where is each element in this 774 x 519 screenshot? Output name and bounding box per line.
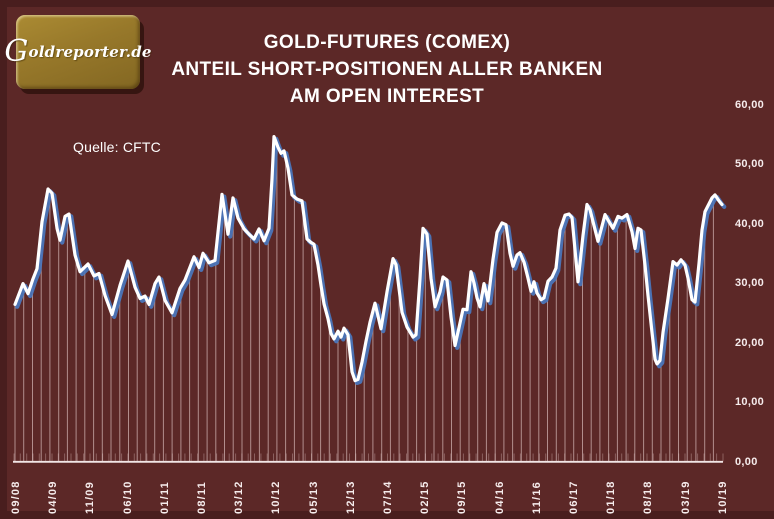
x-axis-label: 06/10 [121, 480, 134, 514]
x-axis-label: 01/11 [158, 481, 171, 514]
y-axis-label: 30,00 [735, 277, 765, 289]
x-axis-label: 11/09 [84, 481, 97, 514]
y-axis-label: 60,00 [735, 98, 765, 111]
x-axis-label: 03/19 [679, 480, 692, 514]
x-axis-label: 12/13 [344, 480, 357, 514]
x-axis-label: 08/11 [196, 481, 208, 514]
x-axis-label: 10/19 [716, 480, 729, 514]
chart-title: GOLD-FUTURES (COMEX) ANTEIL SHORT-POSITI… [0, 29, 774, 110]
y-axis-label: 40,00 [735, 217, 765, 230]
x-axis-label: 11/16 [530, 481, 543, 514]
frame-bottom-edge [0, 511, 774, 519]
x-axis-label: 08/18 [642, 480, 655, 514]
x-axis-label: 05/13 [307, 480, 320, 514]
x-axis-label: 04/16 [493, 480, 506, 514]
x-axis-label: 01/18 [605, 480, 618, 514]
chart-title-line2: ANTEIL SHORT-POSITIONEN ALLER BANKEN [171, 59, 603, 80]
source-label: Quelle: CFTC [73, 139, 161, 155]
x-axis-label: 03/12 [233, 480, 246, 514]
frame-left-edge [0, 0, 7, 519]
logo-letter-g: G [4, 34, 29, 69]
goldreporter-logo-text: Goldreporter.de [4, 37, 151, 67]
frame-top-edge [0, 0, 774, 7]
y-axis-label: 50,00 [735, 158, 765, 170]
chart-title-line3: AM OPEN INTEREST [289, 86, 485, 107]
x-axis-label: 09/15 [456, 480, 469, 514]
x-axis-label: 02/15 [419, 480, 432, 514]
goldreporter-logo: Goldreporter.de [4, 15, 151, 89]
x-axis-label: 06/17 [568, 480, 580, 514]
x-axis-label: 07/14 [382, 480, 394, 514]
y-axis-label: 20,00 [735, 336, 765, 349]
logo-rest-text: oldreporter.de [28, 43, 152, 61]
y-axis-label: 10,00 [735, 396, 765, 408]
x-axis-label: 10/12 [270, 480, 283, 514]
chart-title-line1: GOLD-FUTURES (COMEX) [263, 32, 511, 53]
x-axis-label: 04/09 [47, 480, 60, 514]
y-axis-label: 0,00 [735, 455, 758, 468]
x-axis-label: 09/08 [10, 480, 22, 514]
